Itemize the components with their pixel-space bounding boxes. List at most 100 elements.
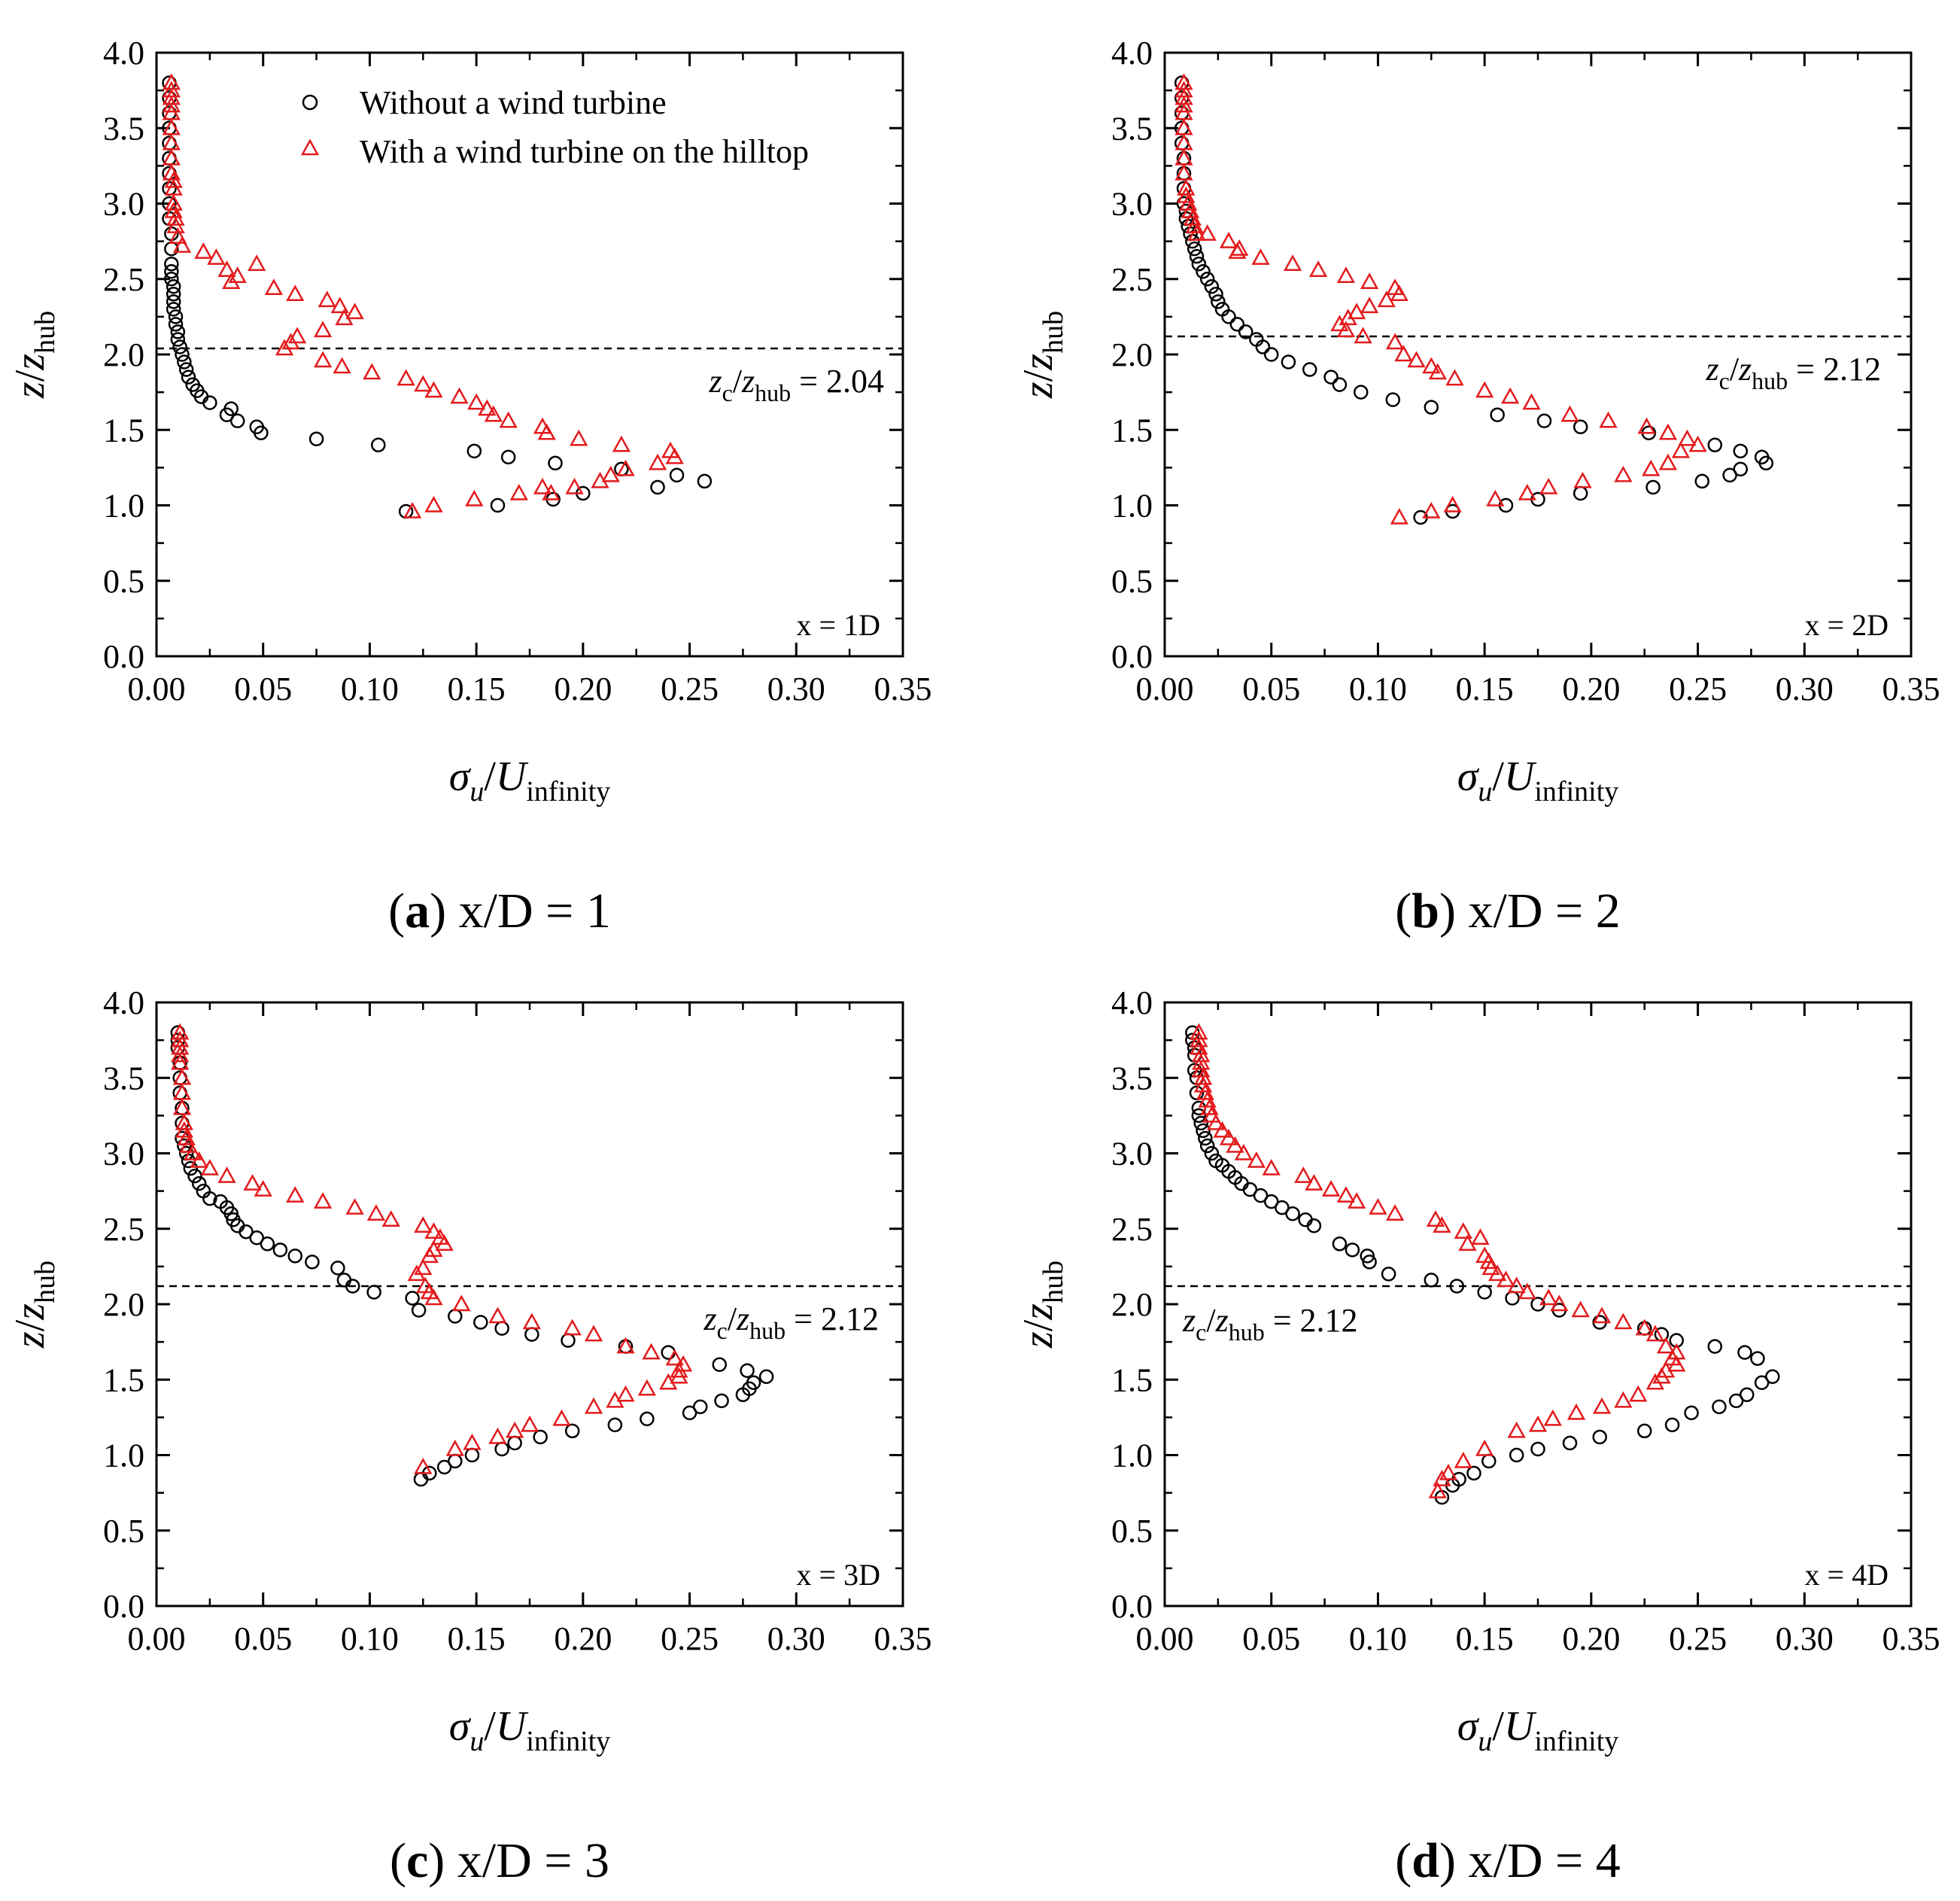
panel-d: 0.00 0.05 0.10 0.15 0.20 0.25 0.30 0.35 0.0 0.5 1.…	[1015, 984, 1940, 1888]
data-point-with-turbine	[584, 1397, 603, 1414]
data-point-with-turbine	[1177, 178, 1196, 196]
data-point-without-turbine	[1765, 1369, 1780, 1384]
data-point-with-turbine	[1234, 1143, 1253, 1160]
data-point-with-turbine	[287, 327, 307, 344]
y-tick-label: 2.5	[1111, 261, 1153, 298]
y-tick-label: 1.0	[103, 488, 144, 525]
data-point-with-turbine	[1336, 266, 1356, 283]
data-point-without-turbine	[1750, 1351, 1765, 1366]
y-tick-label: 3.5	[1111, 110, 1153, 147]
legend-label-without: Without a wind turbine	[360, 84, 667, 121]
data-point-with-turbine	[616, 1385, 635, 1402]
data-point-with-turbine	[1385, 1204, 1405, 1221]
x-axis-label: σu/Uinfinity	[449, 753, 611, 808]
data-point-with-turbine	[616, 459, 635, 476]
data-point-without-turbine	[1636, 1423, 1652, 1439]
data-point-with-turbine	[1573, 471, 1592, 488]
data-point-with-turbine	[217, 1166, 236, 1183]
data-point-without-turbine	[1362, 1255, 1377, 1270]
data-point-without-turbine	[1354, 385, 1369, 400]
data-point-with-turbine	[1183, 208, 1202, 226]
y-tick-label: 3.0	[103, 1136, 144, 1173]
y-tick-label: 1.0	[1111, 488, 1153, 525]
data-point-without-turbine	[1573, 419, 1588, 434]
x-tick-label: 0.30	[1776, 671, 1834, 707]
data-point-without-turbine	[650, 479, 665, 495]
data-point-with-turbine	[509, 483, 528, 500]
data-point-with-turbine	[1497, 1270, 1515, 1288]
data-point-with-turbine	[450, 387, 469, 404]
data-point-with-turbine	[1443, 495, 1462, 513]
panel-caption: (c) x/D = 3	[390, 1833, 609, 1888]
data-point-with-turbine	[222, 272, 241, 290]
data-point-with-turbine	[435, 1234, 454, 1252]
data-point-with-turbine	[1614, 1391, 1633, 1408]
reference-line-label: zc/zhub = 2.12	[703, 1300, 879, 1344]
data-point-without-turbine	[1208, 287, 1223, 302]
data-point-with-turbine	[1251, 248, 1270, 265]
x-tick-label: 0.00	[128, 1620, 186, 1657]
data-point-with-turbine	[1394, 345, 1413, 362]
data-point-with-turbine	[166, 208, 185, 226]
data-point-without-turbine	[164, 272, 179, 287]
data-point-with-turbine	[1475, 381, 1494, 398]
data-point-with-turbine	[1688, 435, 1707, 452]
data-point-with-turbine	[499, 411, 518, 428]
reference-line-label: zc/zhub = 2.12	[1705, 351, 1881, 394]
data-point-without-turbine	[1424, 400, 1439, 415]
data-point-with-turbine	[1181, 201, 1200, 218]
data-point-with-turbine	[1347, 1192, 1366, 1209]
data-point-without-turbine	[712, 1357, 728, 1372]
x-tick-label: 0.05	[1242, 671, 1300, 707]
reference-line-label: zc/zhub = 2.12	[1182, 1302, 1358, 1346]
x-tick-label: 0.30	[767, 671, 825, 707]
data-point-without-turbine	[466, 443, 482, 459]
data-point-without-turbine	[1481, 1453, 1497, 1469]
data-point-without-turbine	[202, 1191, 217, 1206]
x-tick-label: 0.15	[1456, 671, 1514, 707]
data-point-without-turbine	[272, 1242, 288, 1258]
data-point-with-turbine	[190, 1151, 208, 1168]
data-point-without-turbine	[260, 1236, 275, 1252]
data-point-with-turbine	[1354, 327, 1372, 344]
data-point-with-turbine	[1226, 1136, 1244, 1153]
data-point-without-turbine	[229, 413, 245, 428]
data-point-with-turbine	[1475, 1439, 1494, 1456]
y-tick-label: 0.0	[103, 638, 144, 675]
data-point-with-turbine	[659, 1373, 678, 1390]
data-point-with-turbine	[478, 399, 497, 416]
reference-line-label: zc/zhub = 2.04	[708, 363, 884, 406]
data-point-without-turbine	[1466, 1465, 1481, 1481]
data-point-with-turbine	[1445, 369, 1464, 386]
data-point-with-turbine	[162, 96, 181, 113]
y-tick-label: 1.0	[1111, 1437, 1153, 1474]
data-point-with-turbine	[1187, 224, 1206, 241]
data-point-with-turbine	[584, 1325, 603, 1342]
data-point-with-turbine	[1560, 405, 1579, 422]
data-point-without-turbine	[187, 1168, 202, 1184]
data-point-without-turbine	[1490, 407, 1505, 422]
data-point-without-turbine	[1302, 362, 1317, 377]
x-axis-label: σu/Uinfinity	[449, 1703, 611, 1757]
x-tick-label: 0.35	[874, 671, 932, 707]
data-point-without-turbine	[1332, 377, 1348, 392]
data-point-without-turbine	[494, 1321, 509, 1336]
data-point-with-turbine	[194, 242, 213, 259]
data-point-with-turbine	[533, 477, 552, 494]
data-point-with-turbine	[1433, 1216, 1451, 1233]
data-point-without-turbine	[1360, 1249, 1375, 1264]
data-point-with-turbine	[1193, 1068, 1213, 1085]
data-point-with-turbine	[407, 1264, 426, 1282]
data-point-without-turbine	[308, 431, 324, 447]
data-point-with-turbine	[286, 1186, 305, 1203]
data-point-without-turbine	[1204, 1145, 1220, 1161]
data-point-without-turbine	[692, 1399, 708, 1415]
data-point-with-turbine	[217, 260, 236, 277]
data-point-with-turbine	[1426, 1210, 1445, 1227]
data-point-with-turbine	[318, 290, 336, 308]
data-point-with-turbine	[1481, 1258, 1500, 1276]
y-tick-label: 2.0	[103, 336, 144, 373]
x-tick-label: 0.10	[341, 671, 399, 707]
data-point-without-turbine	[1449, 1279, 1465, 1294]
data-point-without-turbine	[735, 1387, 751, 1403]
